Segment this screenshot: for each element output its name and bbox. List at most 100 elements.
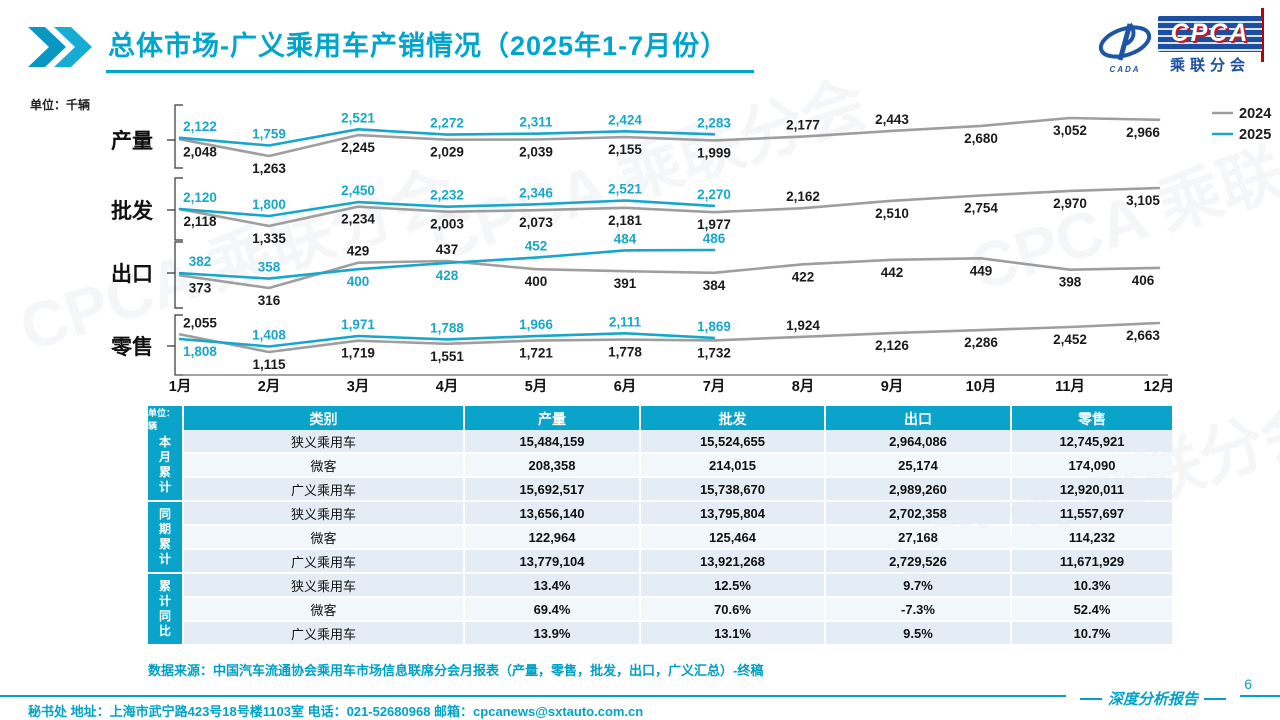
series-2024-line [178, 257, 1161, 290]
data-label-2024: 422 [792, 269, 815, 284]
data-label-2024: 2,162 [786, 189, 820, 204]
data-label-2024: 1,732 [697, 345, 731, 360]
table-value-cell: 69.4% [465, 598, 639, 620]
data-label-2025: 452 [525, 239, 548, 254]
report-tagline: 深度分析报告 [1065, 688, 1240, 709]
table-value-cell: 13,779,104 [465, 550, 639, 572]
line-chart: 产量 2,048 2,122 1,263 1,759 2,245 2,521 2,029 2,2… [110, 104, 1271, 395]
table-category-cell: 狭义乘用车 [184, 502, 463, 524]
page-title: 总体市场-广义乘用车产销情况（2025年1-7月份） [106, 24, 755, 73]
red-accent-bar [1261, 8, 1264, 62]
table-value-cell: 11,557,697 [1012, 502, 1172, 524]
table-unit-label: 单位：辆 [148, 406, 182, 432]
series-2024-line [178, 116, 1161, 158]
data-table: 单位：辆 类别 产量 批发 出口 零售本月累计狭义乘用车 15,484,159 15,524,… [148, 406, 1172, 644]
chart-panel-export: 出口 373 382 316 358 429 400 437 428 400 452 391 484 38… [111, 231, 1161, 309]
double-chevron-icon [28, 27, 92, 67]
data-label-2025: 2,120 [183, 190, 217, 205]
data-label-2025: 484 [614, 231, 637, 246]
table-header-cell: 产量 [465, 406, 639, 432]
table-value-cell: 27,168 [826, 526, 1010, 548]
month-label: 2月 [258, 378, 281, 395]
series-2025-line [178, 248, 716, 280]
table-value-cell: 214,015 [641, 454, 824, 476]
data-label-2024: 3,052 [1053, 123, 1087, 138]
data-label-2025: 358 [258, 260, 281, 275]
data-label-2025: 1,966 [519, 317, 553, 332]
cpca-logo-text: CPCA [1170, 19, 1250, 47]
data-label-2024: 442 [881, 265, 904, 280]
month-label: 3月 [347, 378, 370, 395]
cpca-logo-box: CPCA [1158, 16, 1262, 52]
table-header-cell: 出口 [826, 406, 1010, 432]
table-value-cell: 10.7% [1012, 622, 1172, 644]
data-label-2024: 429 [347, 244, 370, 259]
table-category-cell: 广义乘用车 [184, 622, 463, 644]
data-label-2025: 1,788 [430, 320, 464, 335]
table-value-cell: 2,702,358 [826, 502, 1010, 524]
data-label-2024: 2,055 [183, 315, 217, 330]
data-label-2024: 384 [703, 278, 726, 293]
table-value-cell: 15,484,159 [465, 430, 639, 452]
data-label-2025: 2,272 [430, 116, 464, 131]
data-label-2024: 2,029 [430, 145, 464, 160]
month-label: 5月 [525, 378, 548, 395]
data-label-2024: 1,924 [786, 318, 820, 333]
legend-item-2024: 2024 [1212, 106, 1271, 122]
data-label-2024: 2,181 [608, 213, 642, 228]
data-label-2024: 2,452 [1053, 332, 1087, 347]
series-2025-line [178, 127, 716, 147]
table-value-cell: -7.3% [826, 598, 1010, 620]
table-category-cell: 微客 [184, 454, 463, 476]
data-label-2025: 2,450 [341, 183, 375, 198]
data-label-2024: 2,039 [519, 145, 553, 160]
chart-panel-wholesale: 批发 2,118 2,120 1,335 1,800 2,234 2,450 2,003 2,2… [111, 177, 1161, 246]
table-value-cell: 70.6% [641, 598, 824, 620]
data-label-2025: 2,521 [341, 110, 375, 125]
table-group-label: 同期累计 [148, 502, 182, 572]
table-value-cell: 25,174 [826, 454, 1010, 476]
data-label-2025: 428 [436, 268, 459, 283]
data-label-2025: 382 [189, 254, 212, 269]
month-label: 4月 [436, 378, 459, 395]
table-value-cell: 15,524,655 [641, 430, 824, 452]
month-label: 11月 [1055, 378, 1085, 395]
month-label: 1月 [169, 378, 192, 395]
data-label-2024: 391 [614, 276, 637, 291]
table-value-cell: 10.3% [1012, 574, 1172, 596]
data-label-2025: 1,808 [183, 344, 217, 359]
table-value-cell: 13,921,268 [641, 550, 824, 572]
data-label-2024: 437 [436, 242, 459, 257]
data-label-2024: 1,335 [252, 231, 286, 246]
table-header-cell: 批发 [641, 406, 824, 432]
data-label-2024: 2,245 [341, 140, 375, 155]
table-value-cell: 122,964 [465, 526, 639, 548]
data-label-2024: 1,778 [608, 345, 642, 360]
data-label-2025: 2,424 [608, 112, 642, 127]
data-label-2025: 2,122 [183, 119, 217, 134]
data-label-2024: 3,105 [1126, 193, 1160, 208]
month-label: 6月 [614, 378, 637, 395]
table-value-cell: 12.5% [641, 574, 824, 596]
source-note: 数据来源：中国汽车流通协会乘用车市场信息联席分会月报表（产量，零售，批发，出口，… [148, 663, 764, 678]
table-value-cell: 125,464 [641, 526, 824, 548]
table-value-cell: 174,090 [1012, 454, 1172, 476]
chart-panel-production: 产量 2,048 2,122 1,263 1,759 2,245 2,521 2,029 2,2… [111, 104, 1161, 176]
table-value-cell: 13,795,804 [641, 502, 824, 524]
data-label-2025: 1,800 [252, 197, 286, 212]
table-value-cell: 52.4% [1012, 598, 1172, 620]
data-label-2024: 398 [1059, 275, 1082, 290]
data-label-2024: 2,680 [964, 131, 998, 146]
table-value-cell: 114,232 [1012, 526, 1172, 548]
month-label: 7月 [703, 378, 726, 395]
data-label-2025: 2,111 [609, 314, 642, 329]
month-label: 8月 [792, 378, 815, 395]
data-label-2024: 2,155 [608, 142, 642, 157]
data-label-2024: 1,721 [519, 346, 553, 361]
table-value-cell: 9.7% [826, 574, 1010, 596]
table-value-cell: 9.5% [826, 622, 1010, 644]
svg-text:2024: 2024 [1239, 106, 1271, 122]
data-label-2024: 1,551 [430, 349, 464, 364]
series-2024-line [178, 186, 1161, 228]
data-label-2025: 1,408 [252, 328, 286, 343]
